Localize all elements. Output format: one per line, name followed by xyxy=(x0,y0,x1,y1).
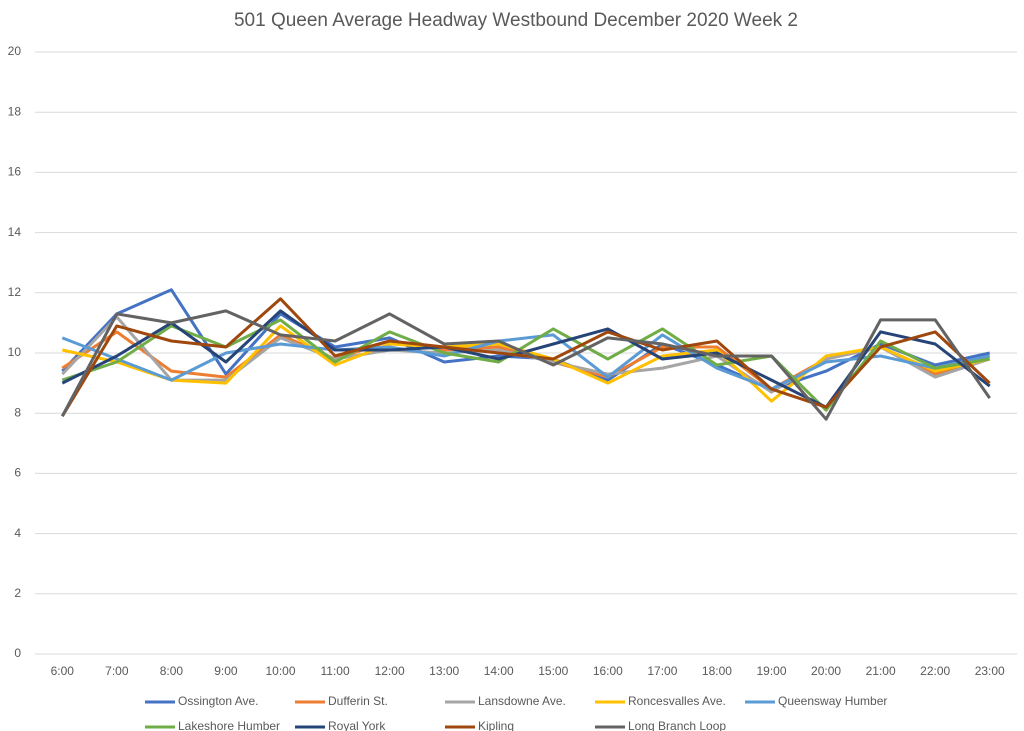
x-tick-label: 8:00 xyxy=(160,664,184,678)
x-tick-label: 20:00 xyxy=(811,664,841,678)
x-tick-label: 7:00 xyxy=(105,664,129,678)
legend-label: Ossington Ave. xyxy=(178,694,259,708)
y-tick-label: 6 xyxy=(14,466,21,480)
x-tick-label: 10:00 xyxy=(265,664,295,678)
x-tick-label: 9:00 xyxy=(214,664,238,678)
legend-label: Long Branch Loop xyxy=(628,719,726,731)
legend-label: Queensway Humber xyxy=(778,694,887,708)
y-tick-label: 12 xyxy=(8,285,22,299)
legend-label: Lansdowne Ave. xyxy=(478,694,566,708)
x-tick-label: 17:00 xyxy=(647,664,677,678)
x-tick-label: 19:00 xyxy=(756,664,786,678)
y-tick-label: 2 xyxy=(14,586,21,600)
legend-label: Royal York xyxy=(328,719,386,731)
x-tick-label: 23:00 xyxy=(975,664,1005,678)
y-tick-label: 8 xyxy=(14,405,21,419)
x-tick-label: 12:00 xyxy=(375,664,405,678)
series-line xyxy=(61,333,991,391)
legend-label: Roncesvalles Ave. xyxy=(628,694,726,708)
y-tick-label: 0 xyxy=(14,646,21,660)
x-tick-label: 13:00 xyxy=(429,664,459,678)
x-tick-label: 11:00 xyxy=(320,664,349,678)
x-tick-label: 22:00 xyxy=(920,664,950,678)
y-tick-label: 20 xyxy=(8,44,22,58)
x-tick-label: 14:00 xyxy=(484,664,514,678)
legend-label: Kipling xyxy=(478,719,514,731)
y-tick-label: 10 xyxy=(8,345,22,359)
x-tick-label: 21:00 xyxy=(866,664,896,678)
y-tick-label: 14 xyxy=(8,225,22,239)
chart-title: 501 Queen Average Headway Westbound Dece… xyxy=(234,10,798,31)
x-tick-label: 16:00 xyxy=(593,664,623,678)
legend-label: Dufferin St. xyxy=(328,694,388,708)
y-tick-label: 18 xyxy=(8,104,22,118)
x-tick-label: 18:00 xyxy=(702,664,732,678)
series-line xyxy=(60,309,991,421)
x-tick-label: 6:00 xyxy=(51,664,75,678)
y-tick-label: 4 xyxy=(14,526,21,540)
series-line xyxy=(61,297,991,417)
x-tick-label: 15:00 xyxy=(538,664,568,678)
y-tick-label: 16 xyxy=(8,165,22,179)
legend-label: Lakeshore Humber xyxy=(178,719,280,731)
